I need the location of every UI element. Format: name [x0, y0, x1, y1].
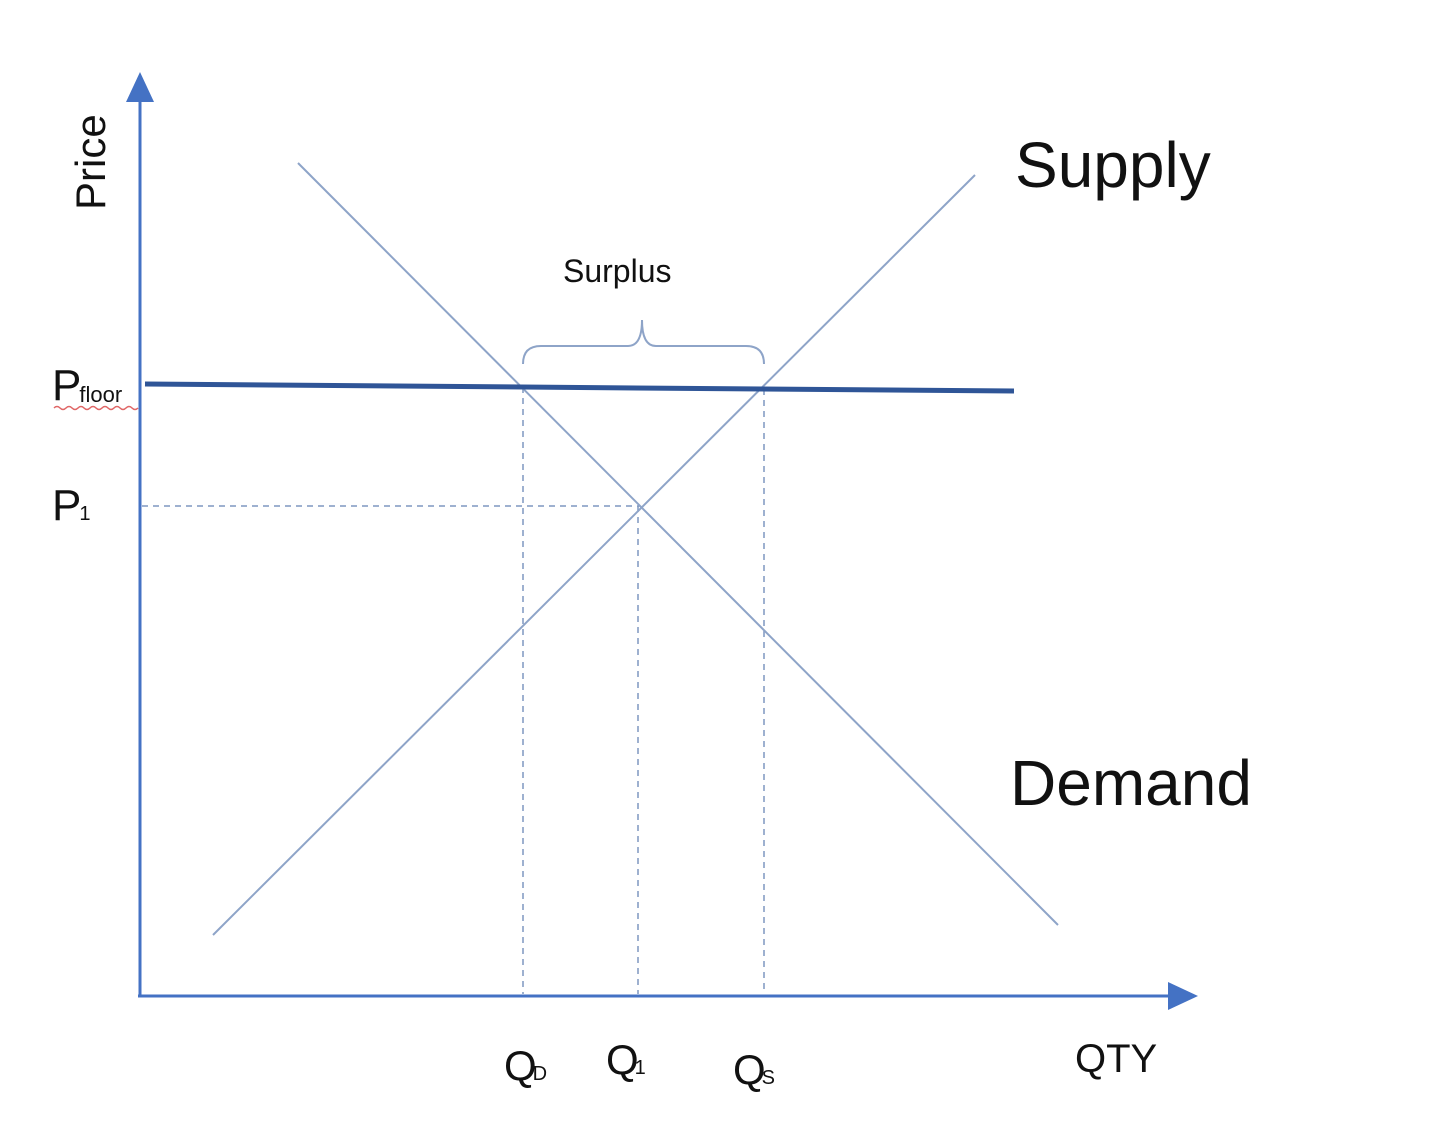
qs-sub: S: [762, 1067, 775, 1089]
q1-main: Q: [606, 1036, 639, 1083]
qd-sub: D: [533, 1063, 547, 1085]
qs-label: QS: [733, 1046, 775, 1093]
supply-curve: [212, 174, 976, 936]
demand-label: Demand: [1010, 747, 1252, 819]
p1-sub: 1: [79, 503, 90, 525]
qs-main: Q: [733, 1046, 766, 1093]
p1-main: P: [52, 481, 81, 530]
supply-label: Supply: [1015, 129, 1211, 201]
p1-label: P1: [52, 481, 90, 530]
q1-label: Q1: [606, 1036, 646, 1083]
price-floor-line: [144, 381, 1015, 394]
surplus-bracket: [522, 319, 765, 365]
demand-curve: [297, 162, 1059, 926]
p-floor-main: P: [52, 361, 81, 410]
qd-main: Q: [504, 1042, 537, 1089]
qd-label: QD: [504, 1042, 547, 1089]
p-floor-label: Pfloor: [52, 361, 122, 410]
x-axis-arrowhead: [1168, 982, 1198, 1010]
y-axis-label: Price: [67, 114, 114, 210]
p-floor-spellcheck-underline: [53, 405, 139, 411]
y-axis-arrowhead: [126, 72, 154, 102]
q1-sub: 1: [635, 1057, 646, 1079]
surplus-label: Surplus: [563, 253, 672, 289]
p-floor-sub: floor: [79, 382, 122, 407]
x-axis-label: QTY: [1075, 1037, 1157, 1081]
